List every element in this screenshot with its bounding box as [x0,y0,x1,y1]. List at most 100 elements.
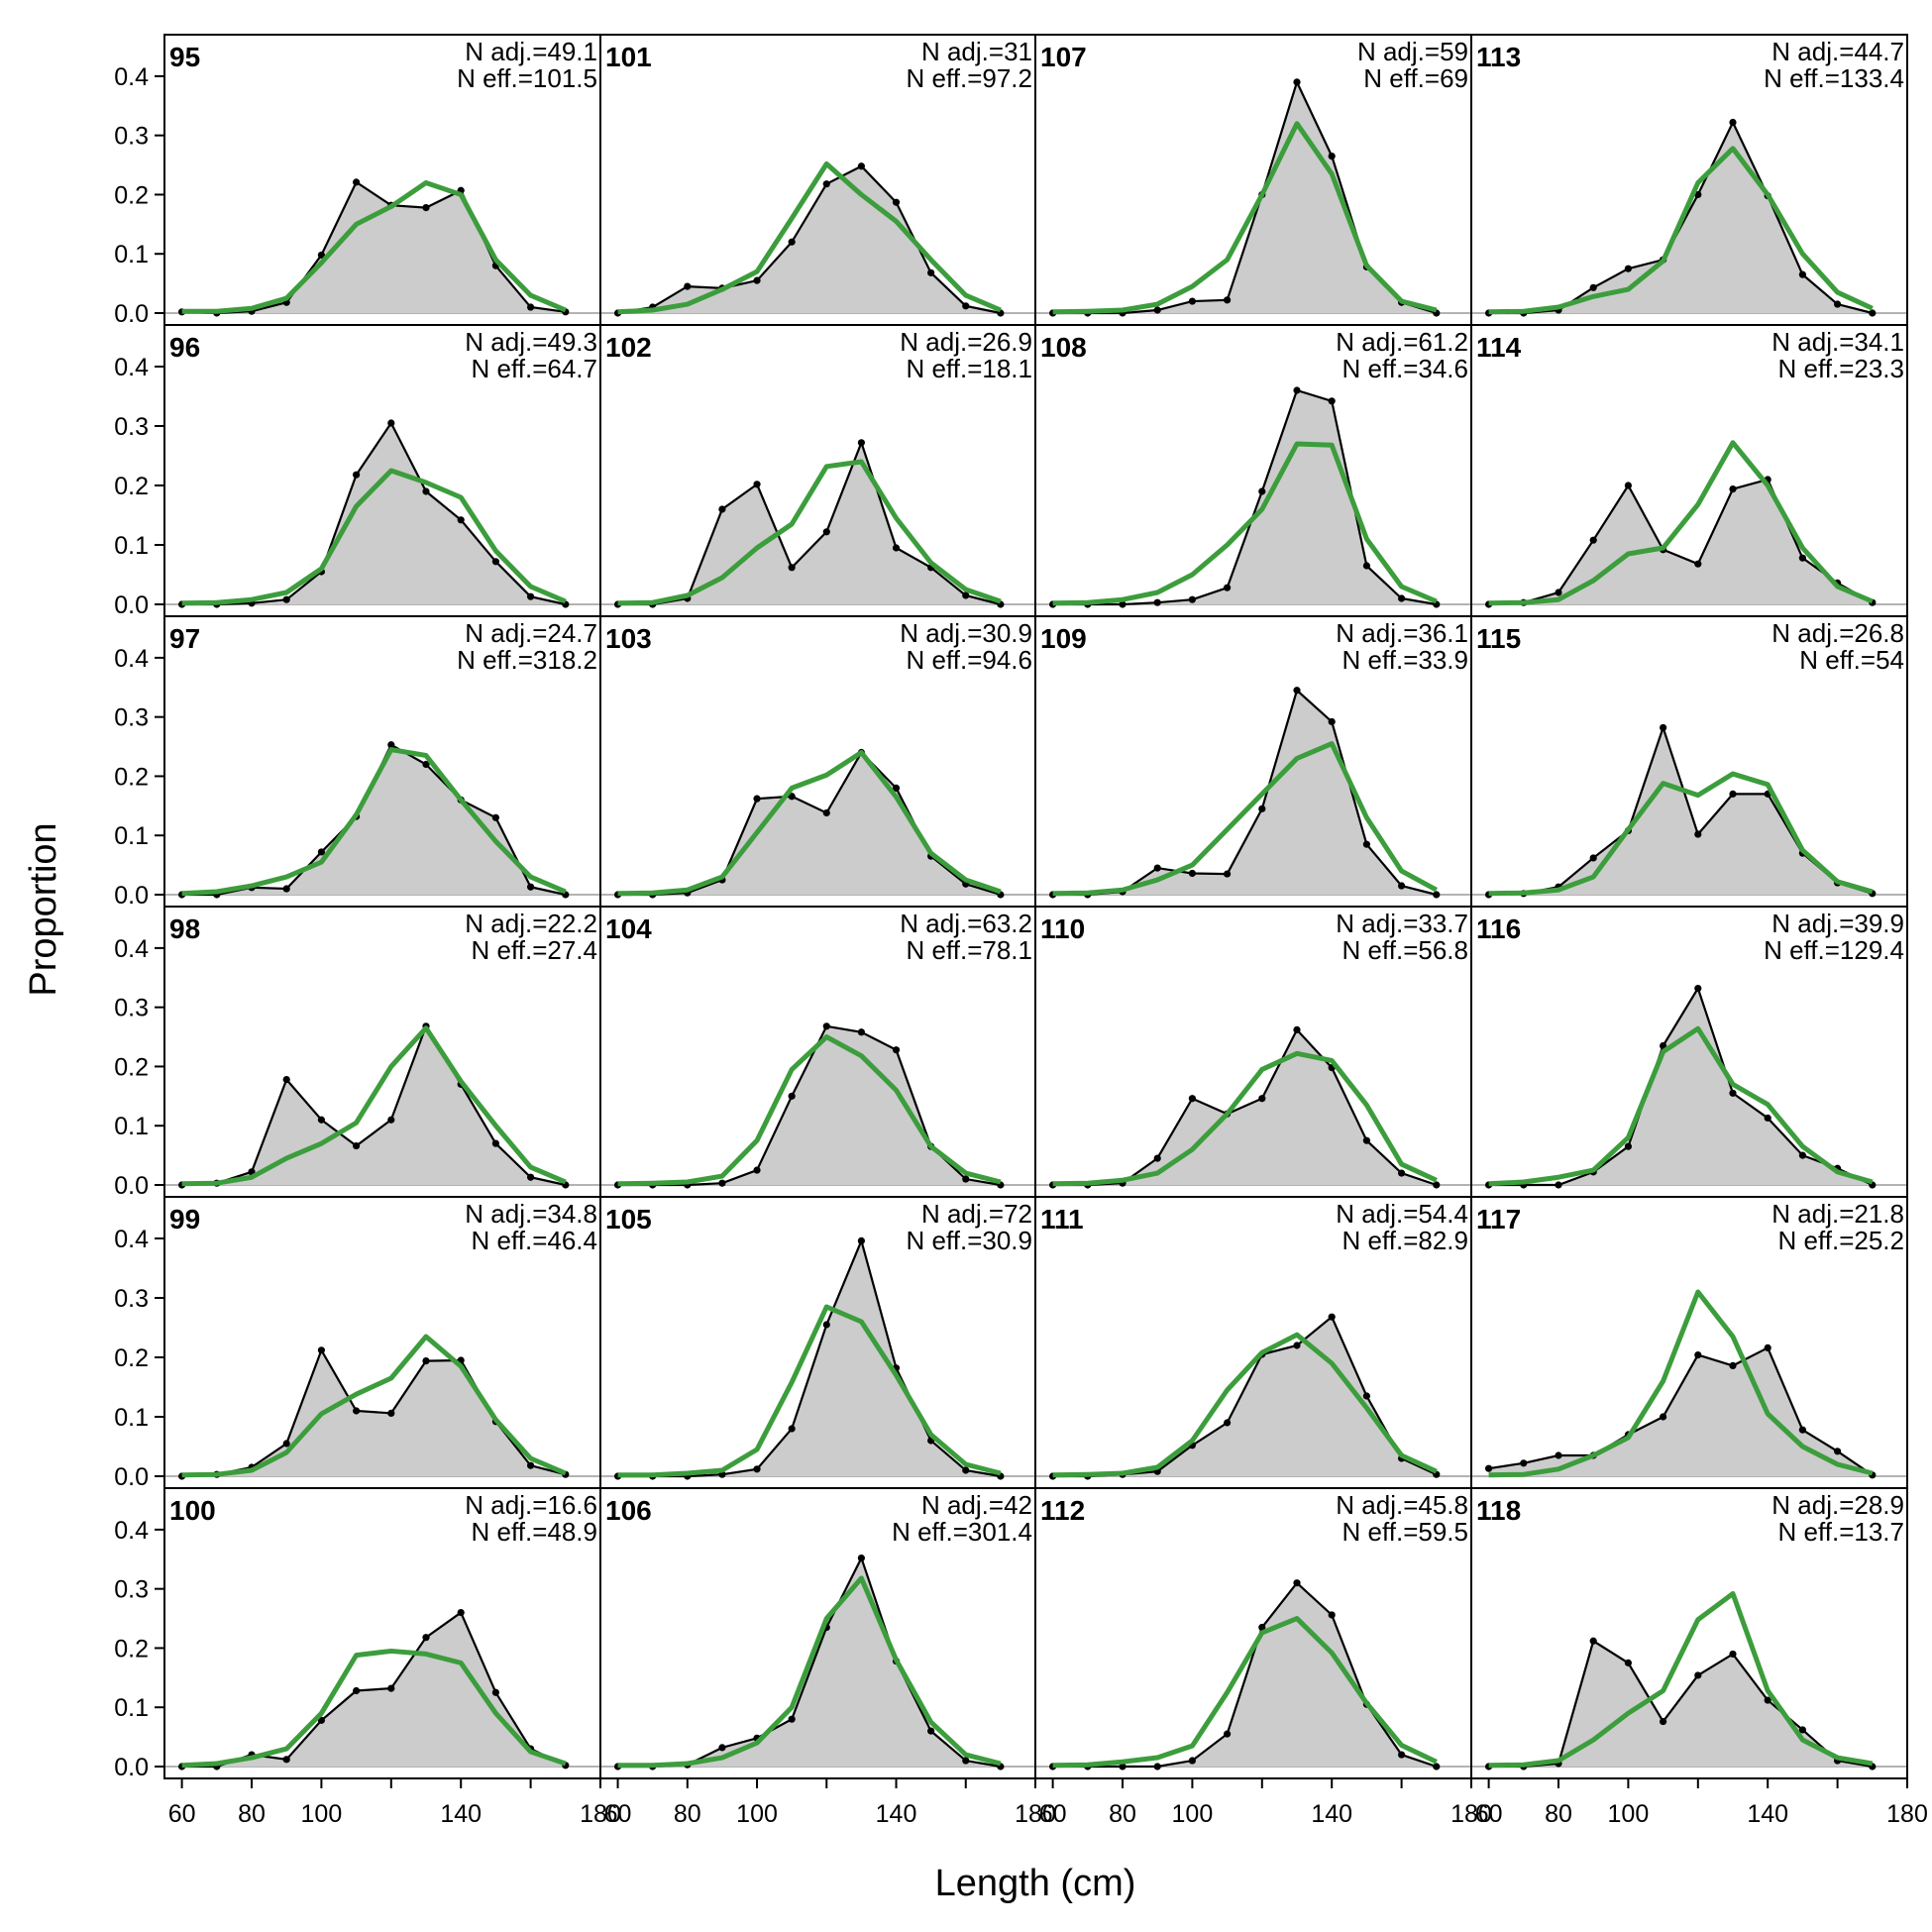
panel-108: 108 N adj.=61.2N eff.=34.6 [1035,327,1471,608]
n-eff-label: N eff.=59.5 [1342,1517,1468,1547]
panel-year-label: 116 [1476,913,1521,944]
n-eff-label: N eff.=27.4 [472,935,597,965]
observed-point [1224,584,1232,591]
n-eff-label: N eff.=133.4 [1764,63,1904,93]
observed-point [1258,805,1266,812]
n-eff-label: N eff.=23.3 [1778,354,1904,383]
panel-year-label: 112 [1040,1495,1085,1526]
observed-point [387,1684,395,1692]
observed-point [788,1425,796,1433]
observed-point [1398,1751,1406,1759]
observed-point [1293,1579,1301,1587]
y-tick-label: 0.1 [114,1113,149,1140]
observed-point [1485,1464,1493,1472]
observed-point [1764,1343,1771,1351]
observed-point [1328,1611,1336,1619]
panel-97: 97 N adj.=24.7N eff.=318.2 [164,618,600,899]
observed-point [1188,869,1196,878]
panel-year-label: 118 [1476,1495,1521,1526]
x-tick-label: 180 [1886,1800,1928,1828]
observed-point [1433,891,1441,899]
observed-point [1188,595,1196,603]
observed-point [457,516,465,524]
observed-point [962,1757,970,1765]
observed-area [181,181,566,313]
panel-year-label: 110 [1040,913,1085,944]
y-axis-title: Proportion [23,822,64,996]
expected-line [617,1575,1002,1769]
panel-year-label: 105 [605,1204,652,1234]
x-tick-label: 60 [1039,1800,1067,1828]
observed-point [387,1116,395,1124]
observed-point [753,1166,761,1174]
y-tick-label: 0.4 [114,1517,149,1545]
observed-point [1624,1659,1632,1666]
y-tick-label: 0.1 [114,822,149,850]
expected-line [1488,1289,1874,1478]
x-tick-label: 80 [1545,1800,1572,1828]
x-tick-label: 60 [604,1800,632,1828]
observed-point [1224,870,1232,878]
panel-100: 100 N adj.=16.6N eff.=48.9 [164,1490,600,1771]
observed-point [788,793,796,801]
observed-point [1555,589,1562,596]
observed-point [1328,152,1336,161]
observed-area [617,1240,1001,1476]
observed-point [422,487,430,495]
n-adj-label: N adj.=39.9 [1771,909,1904,938]
y-tick-label: 0.1 [114,1694,149,1722]
panel-117: 117 N adj.=21.8N eff.=25.2 [1471,1199,1907,1479]
observed-point [718,1744,726,1752]
x-tick-label: 180 [580,1800,621,1828]
observed-point [1729,1089,1737,1097]
y-tick-label: 0.4 [114,354,149,381]
expected-line [617,1034,1002,1187]
observed-area [1488,480,1873,604]
y-tick-label: 0.3 [114,413,149,441]
panel-109: 109 N adj.=36.1N eff.=33.9 [1035,618,1471,899]
n-eff-label: N eff.=82.9 [1342,1226,1468,1255]
observed-point [1624,482,1632,489]
observed-point [1764,1696,1771,1704]
observed-point [353,1141,361,1150]
observed-point [892,1046,901,1054]
observed-point [1362,840,1370,848]
observed-point [857,1028,866,1036]
observed-point [1834,1448,1842,1455]
n-adj-label: N adj.=42 [921,1490,1032,1520]
observed-point [1660,1717,1667,1726]
panel-95: 95 N adj.=49.1N eff.=101.5 [164,37,600,317]
observed-point [857,162,866,170]
observed-point [457,1608,465,1617]
observed-point [282,1440,290,1448]
observed-area [181,1349,566,1476]
observed-point [892,784,901,793]
panel-year-label: 117 [1476,1204,1521,1234]
n-eff-label: N eff.=318.2 [457,645,597,675]
observed-point [422,203,430,212]
observed-area [1488,727,1873,895]
observed-line [1488,1639,1873,1769]
n-eff-label: N eff.=25.2 [1778,1226,1904,1255]
panel-114: 114 N adj.=34.1N eff.=23.3 [1471,327,1907,608]
n-eff-label: N eff.=30.9 [907,1226,1032,1255]
observed-point [1694,830,1702,838]
n-eff-label: N eff.=64.7 [472,354,597,383]
observed-point [317,848,325,856]
observed-point [822,528,830,536]
observed-point [1258,487,1266,495]
panel-106: 106 N adj.=42N eff.=301.4 [600,1490,1035,1771]
observed-point [1694,560,1702,568]
observed-point [753,481,761,488]
y-tick-label: 0.0 [114,1172,149,1200]
observed-point [422,1634,430,1642]
observed-line [1488,985,1874,1187]
observed-point [1153,864,1161,872]
panel-year-label: 98 [169,913,200,944]
observed-point [1293,1025,1301,1033]
panel-98: 98 N adj.=22.2N eff.=27.4 [164,909,600,1189]
n-adj-label: N adj.=49.3 [465,327,597,357]
observed-area [181,1025,566,1185]
panel-118: 118 N adj.=28.9N eff.=13.7 [1471,1490,1907,1771]
axes-layer: 0.0 0.1 0.2 0.3 0.4 0.0 0.1 0.2 0.3 0.4 0.0 0.1 0.2 0… [114,34,1928,1828]
